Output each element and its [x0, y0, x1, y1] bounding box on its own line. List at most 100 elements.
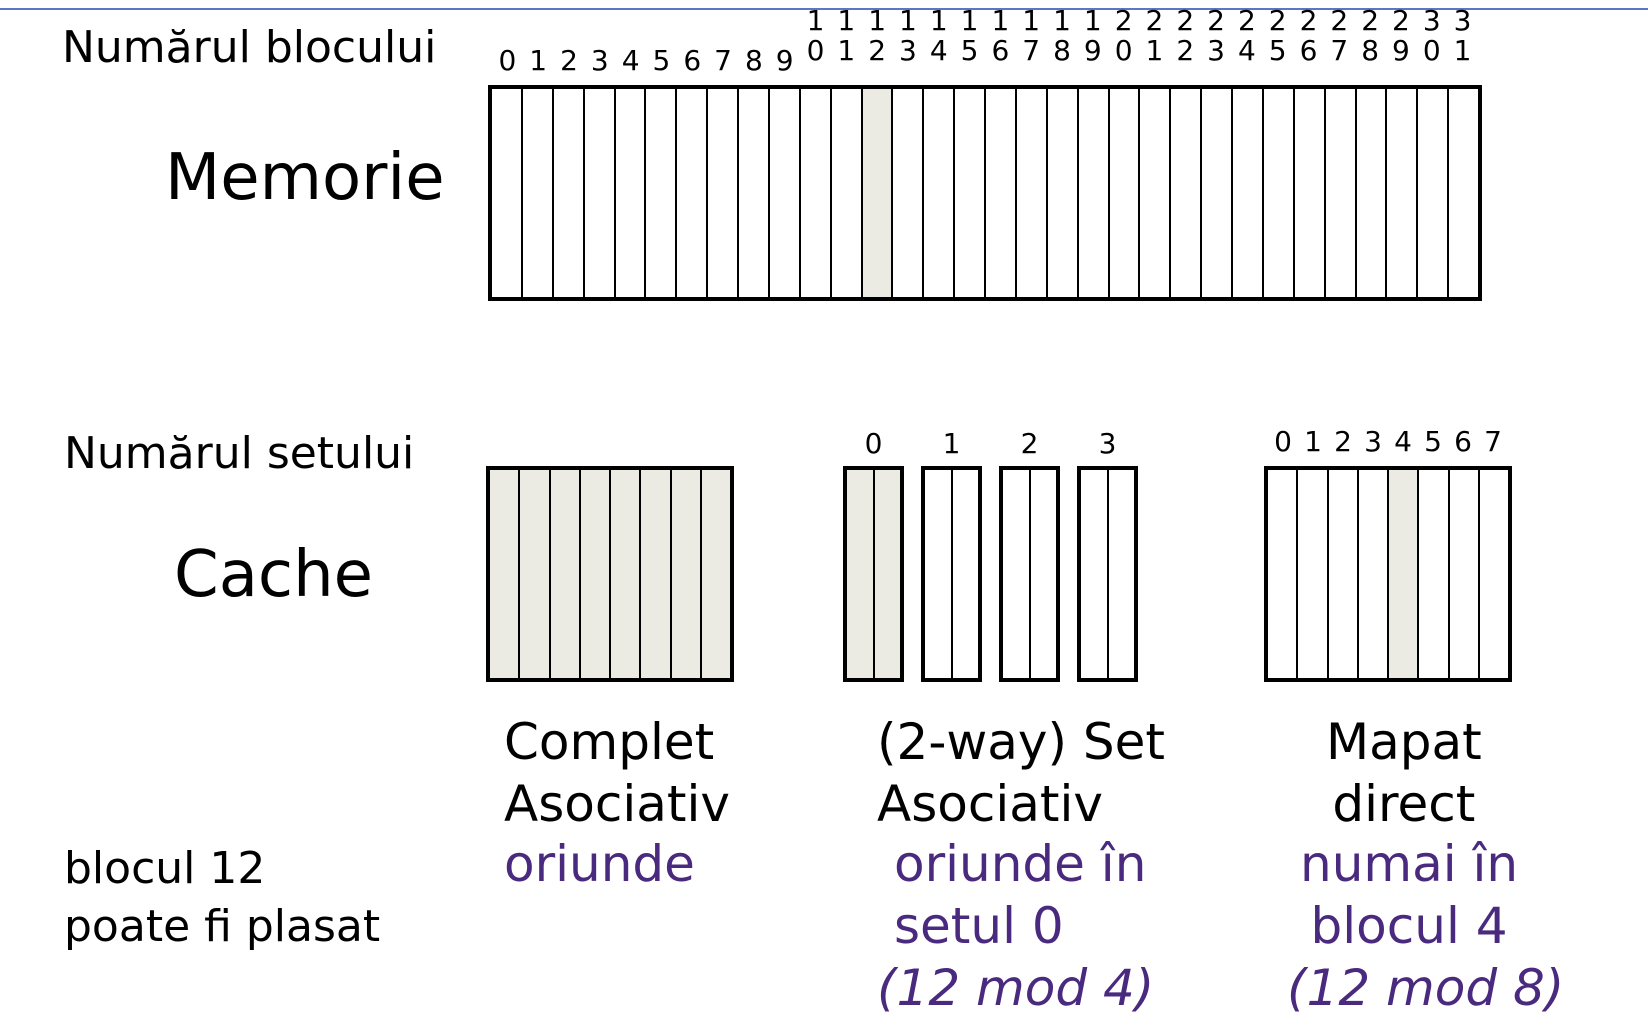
memory-block-number-9: 9: [775, 44, 794, 77]
memory-block-20: [1109, 89, 1141, 297]
memory-block-number-0: 0: [498, 44, 517, 77]
fully-associative-block-4: [611, 470, 642, 678]
memory-block-number-17: 1 7: [1022, 4, 1041, 67]
set-number-3: 3: [1098, 427, 1117, 460]
set-number-1: 1: [942, 427, 961, 460]
fully-associative-block-6: [671, 470, 702, 678]
memory-block-number-25: 2 5: [1268, 4, 1287, 67]
memory-block-number-5: 5: [652, 44, 671, 77]
memory-block-0: [492, 89, 523, 297]
memory-block-number-29: 2 9: [1392, 4, 1410, 67]
direct-mapped-number-2: 2: [1334, 425, 1352, 458]
top-rule: [0, 8, 1648, 10]
set-number-0: 0: [864, 427, 883, 460]
memory-block-number-12: 1 2: [868, 4, 887, 67]
memory-title: Memorie: [165, 141, 445, 215]
direct-mapped-number-0: 0: [1274, 425, 1292, 458]
memory-block-number-1: 1: [529, 44, 548, 77]
fully-associative-block-3: [580, 470, 611, 678]
direct-mapped-block-2: [1328, 470, 1359, 678]
direct-mapped-number-5: 5: [1424, 425, 1442, 458]
memory-block-5: [646, 89, 678, 297]
memory-block-30: [1418, 89, 1450, 297]
memory-block-8: [739, 89, 770, 297]
cache-set-1: [921, 466, 982, 682]
direct-mapped-number-6: 6: [1454, 425, 1472, 458]
memory-block-number-28: 2 8: [1361, 4, 1380, 67]
memory-block-10: [800, 89, 832, 297]
block-number-label: Numărul blocului: [62, 22, 437, 73]
memory-block-19: [1078, 89, 1110, 297]
cache-set-2: [999, 466, 1060, 682]
memory-block-18: [1047, 89, 1079, 297]
memory-block-2: [553, 89, 585, 297]
memory-block-number-7: 7: [714, 44, 732, 77]
cache-set-0: [843, 466, 904, 682]
memory-block-number-24: 2 4: [1237, 4, 1256, 67]
fully-associative-block-0: [490, 470, 521, 678]
set-associative-caption: (2-way) Set Asociativ: [877, 713, 1165, 833]
set-1-way-1: [952, 470, 978, 678]
set-3-way-1: [1108, 470, 1134, 678]
memory-block-number-14: 1 4: [929, 4, 948, 67]
memory-block-number-31: 3 1: [1453, 4, 1472, 67]
direct-mapped-number-3: 3: [1364, 425, 1382, 458]
memory-block-28: [1356, 89, 1388, 297]
memory-block-number-2: 2: [560, 44, 578, 77]
set-associative-formula: (12 mod 4): [877, 959, 1155, 1017]
memory-block-number-20: 2 0: [1114, 4, 1133, 67]
direct-mapped-caption: Mapat direct: [1326, 713, 1482, 833]
memory-block-number-4: 4: [621, 44, 640, 77]
memory-block-23: [1202, 89, 1233, 297]
direct-mapped-number-1: 1: [1304, 425, 1322, 458]
set-number-2: 2: [1020, 427, 1039, 460]
set-0-way-1: [874, 470, 900, 678]
direct-mapped-number-7: 7: [1484, 425, 1502, 458]
memory-block-number-15: 1 5: [960, 4, 979, 67]
memory-block-number-11: 1 1: [837, 4, 856, 67]
set-2-way-1: [1030, 470, 1056, 678]
memory-block-14: [924, 89, 956, 297]
direct-mapped-cache: [1264, 466, 1512, 682]
memory-block-12: [862, 89, 894, 297]
memory-block-21: [1140, 89, 1172, 297]
direct-mapped-block-7: [1479, 470, 1508, 678]
set-associative-placement: oriunde în setul 0: [894, 835, 1147, 955]
memory-block-3: [584, 89, 616, 297]
memory-block-number-10: 1 0: [806, 4, 825, 67]
cache-title: Cache: [174, 538, 374, 612]
set-number-label: Numărul setului: [64, 428, 415, 479]
set-1-way-0: [925, 470, 953, 678]
set-2-way-0: [1003, 470, 1031, 678]
memory-block-11: [831, 89, 863, 297]
memory-block-number-3: 3: [590, 44, 609, 77]
memory-block-26: [1294, 89, 1326, 297]
fully-associative-placement: oriunde: [504, 835, 695, 893]
fully-associative-block-2: [550, 470, 581, 678]
memory-block-number-19: 1 9: [1083, 4, 1102, 67]
cache-set-3: [1077, 466, 1138, 682]
memory-block-31: [1449, 89, 1478, 297]
direct-mapped-block-3: [1358, 470, 1389, 678]
placement-label: blocul 12 poate fi plasat: [64, 843, 381, 952]
memory-blocks: [488, 85, 1482, 301]
memory-block-6: [677, 89, 709, 297]
memory-block-number-6: 6: [683, 44, 702, 77]
direct-mapped-number-4: 4: [1394, 425, 1412, 458]
fully-associative-caption: Complet Asociativ: [504, 713, 730, 833]
direct-mapped-formula: (12 mod 8): [1287, 959, 1565, 1017]
memory-block-7: [708, 89, 739, 297]
memory-block-number-27: 2 7: [1330, 4, 1349, 67]
memory-block-number-16: 1 6: [991, 4, 1010, 67]
memory-block-number-22: 2 2: [1176, 4, 1195, 67]
direct-mapped-block-4: [1389, 470, 1420, 678]
direct-mapped-block-5: [1419, 470, 1450, 678]
fully-associative-block-7: [701, 470, 730, 678]
set-3-way-0: [1081, 470, 1109, 678]
memory-block-number-13: 1 3: [899, 4, 917, 67]
memory-block-1: [522, 89, 554, 297]
memory-block-number-8: 8: [744, 44, 763, 77]
fully-associative-block-5: [641, 470, 672, 678]
memory-block-24: [1233, 89, 1264, 297]
memory-block-29: [1387, 89, 1419, 297]
